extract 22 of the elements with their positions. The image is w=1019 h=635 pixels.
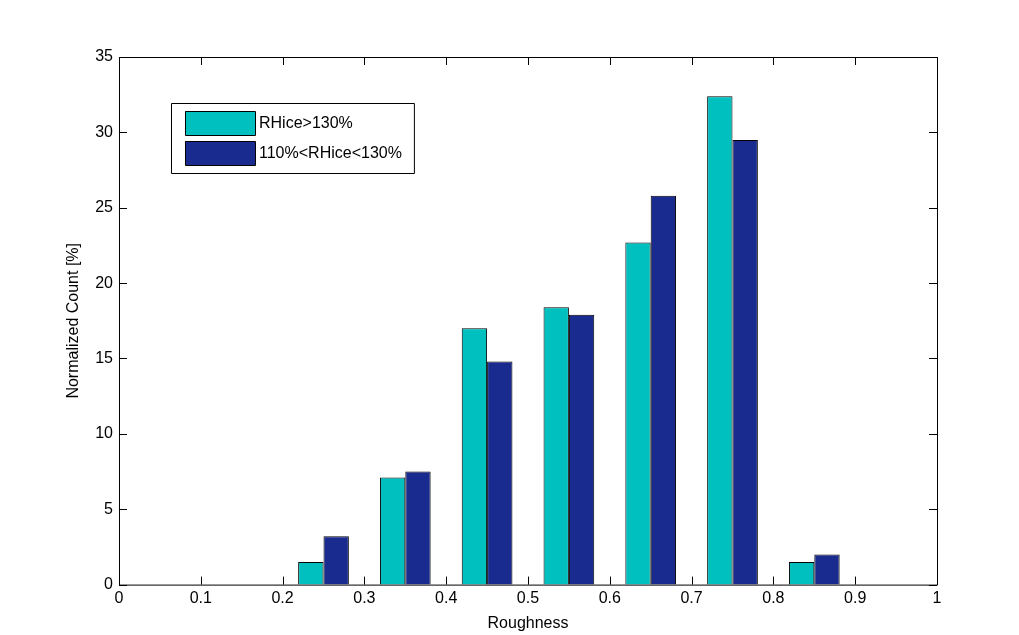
y-tick-label: 20	[95, 273, 114, 291]
y-tick-label: 10	[95, 424, 114, 442]
legend-label: RHice>130%	[259, 114, 353, 132]
x-axis-title: Roughness	[487, 613, 569, 631]
x-tick-label: 0.9	[844, 588, 867, 606]
x-tick-label: 0.5	[516, 588, 540, 606]
x-tick-label: 0.4	[435, 588, 458, 606]
y-tick-label: 5	[104, 499, 114, 517]
x-tick-label: 0.7	[680, 588, 703, 606]
y-tick-label: 15	[95, 348, 114, 366]
x-tick-label: 0.2	[271, 588, 294, 606]
legend-label: 110%<RHice<130%	[259, 144, 402, 162]
y-tick-label: 30	[95, 122, 114, 140]
y-tick-label: 25	[95, 198, 114, 216]
y-axis-title: Normalized Count [%]	[64, 242, 82, 399]
x-tick-label: 0.1	[189, 588, 213, 606]
x-tick-label: 1	[932, 588, 942, 606]
x-tick-label: 0.8	[762, 588, 785, 606]
x-tick-label: 0.6	[598, 588, 622, 606]
y-tick-label: 35	[95, 47, 114, 65]
y-tick-label: 0	[104, 575, 114, 593]
x-tick-label: 0.3	[353, 588, 376, 606]
